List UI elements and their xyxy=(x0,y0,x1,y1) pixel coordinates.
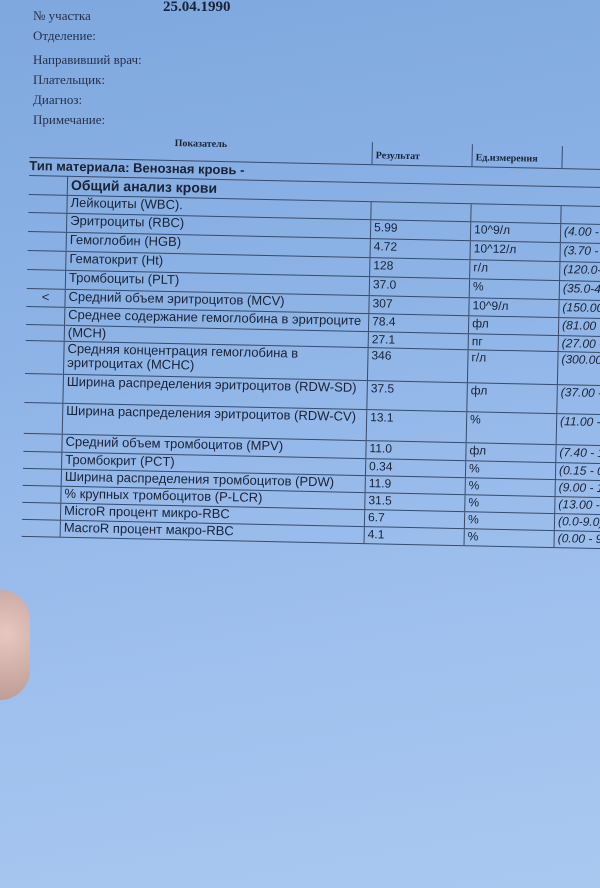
result-value: 11.9 xyxy=(365,476,466,495)
reference-range: (81.00 - xyxy=(561,318,600,334)
reference-range: (37.00 - 5 xyxy=(560,385,600,401)
birth-date: 25.04.1990 xyxy=(163,0,231,15)
reference-range: (0.0-9.0) xyxy=(557,514,600,530)
flag-marker xyxy=(24,373,64,403)
unit: % xyxy=(465,461,557,480)
unit: фл xyxy=(467,383,558,414)
result-value: 37.5 xyxy=(367,381,468,412)
flag-marker xyxy=(22,485,62,503)
flag-marker xyxy=(25,340,65,374)
reference-range xyxy=(561,206,600,224)
flag-marker xyxy=(26,269,67,289)
reference-range: (120.0- xyxy=(563,262,600,277)
flag-marker xyxy=(22,468,62,486)
unit: % xyxy=(465,478,556,497)
reference-range: (0.15 - 0.4 xyxy=(558,463,600,479)
flag-marker xyxy=(25,324,66,341)
reference-range: (35.0-4 xyxy=(562,281,600,296)
result-value: 4.72 xyxy=(370,239,471,260)
unit: 10^9/л xyxy=(469,298,560,318)
result-value: 0.34 xyxy=(365,459,467,478)
unit: % xyxy=(465,495,556,514)
unit: пг xyxy=(468,334,559,352)
flag-marker xyxy=(27,231,67,251)
col-unit: Ед.измерения xyxy=(472,144,563,169)
result-value: 27.1 xyxy=(368,332,469,350)
unit: фл xyxy=(466,443,557,463)
result-value: 346 xyxy=(367,348,469,383)
flag-marker xyxy=(27,212,68,232)
unit: г/л xyxy=(470,260,561,281)
reference-range: (0.00 - 9.00) xyxy=(557,531,600,547)
result-value: 128 xyxy=(370,258,471,279)
reference-range: (3.70 - xyxy=(563,243,599,258)
result-value: 31.5 xyxy=(365,493,466,512)
unit xyxy=(471,204,562,224)
flag-marker xyxy=(28,194,68,213)
flag-marker xyxy=(23,433,63,452)
unit: 10^9/л xyxy=(470,222,562,243)
flag-marker xyxy=(23,402,64,434)
result-value: 11.0 xyxy=(366,441,467,461)
flag-marker xyxy=(26,306,66,325)
header-field: Отделение: xyxy=(33,28,96,43)
header-field: № участка xyxy=(33,8,91,23)
result-value: 307 xyxy=(369,296,470,316)
reference-range: (4.00 - xyxy=(563,224,599,239)
reference-range: (300.00 - xyxy=(561,352,600,368)
reference-range: (9.00 - 17.0 xyxy=(558,480,600,496)
unit: г/л xyxy=(467,350,559,385)
header-field: Диагноз: xyxy=(33,92,83,107)
unit: % xyxy=(464,512,556,531)
finger xyxy=(0,590,30,700)
header-field: Направивший врач: xyxy=(33,52,142,67)
flag-marker xyxy=(27,250,67,270)
header-field: Плательщик: xyxy=(33,72,106,87)
header-field: Примечание: xyxy=(33,112,106,127)
result-value: 6.7 xyxy=(364,510,466,529)
unit: % xyxy=(466,412,558,445)
flag-marker: < xyxy=(26,288,66,307)
reference-range: (150.00 xyxy=(562,300,600,316)
unit: фл xyxy=(468,316,560,336)
results-table: Показатель Результат Ед.измерения Тип ма… xyxy=(21,135,600,550)
result-value: 78.4 xyxy=(368,314,470,334)
result-value xyxy=(371,202,472,222)
reference-range: (11.00 - 1 xyxy=(559,414,600,430)
flag-marker xyxy=(21,502,62,520)
reference-range: (27.00 - xyxy=(561,336,600,352)
reference-range: (13.00 - 43. xyxy=(558,497,600,513)
unit: 10^12/л xyxy=(470,241,561,262)
unit: % xyxy=(464,529,555,548)
reference-range: (7.40 - 13. xyxy=(559,445,600,461)
result-value: 13.1 xyxy=(366,410,468,443)
flag-marker xyxy=(21,519,61,537)
result-value: 37.0 xyxy=(369,277,471,298)
col-result: Результат xyxy=(372,142,473,167)
result-value: 5.99 xyxy=(370,220,472,241)
flag-marker xyxy=(23,451,63,469)
unit: % xyxy=(469,279,561,300)
result-value: 4.1 xyxy=(364,527,465,546)
